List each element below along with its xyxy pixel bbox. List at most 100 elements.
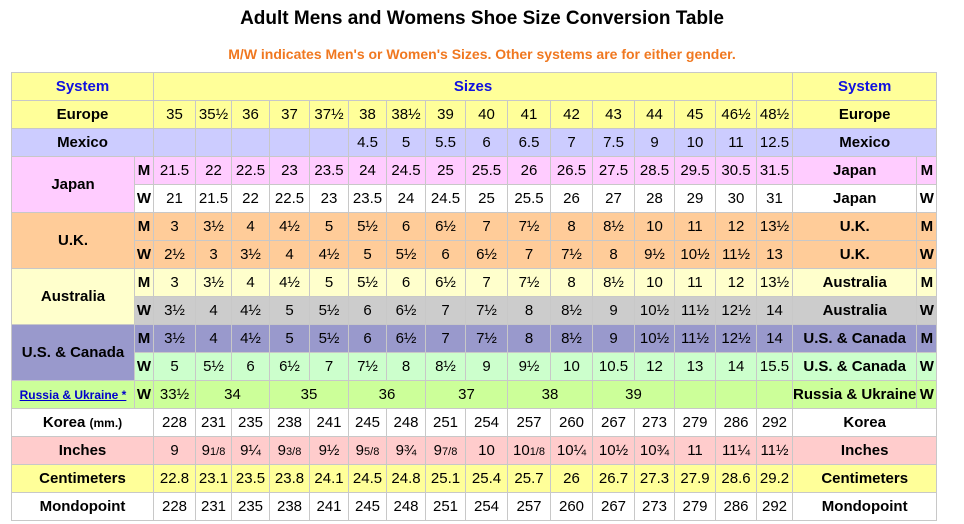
size-cell: 21.5 — [195, 184, 232, 213]
size-cell: 14 — [756, 296, 793, 325]
size-cell: 9 — [592, 324, 635, 353]
row-label-right-mondopoint: Mondopoint — [791, 492, 938, 521]
size-cell: 292 — [756, 492, 793, 521]
size-cell: 9¼ — [231, 436, 270, 465]
size-cell: 267 — [592, 492, 635, 521]
size-cell: 6½ — [386, 296, 426, 325]
size-cell — [309, 128, 349, 157]
size-cell: 30 — [715, 184, 757, 213]
row-label-right-australia: Australia — [791, 296, 918, 325]
row-label-right-australia: Australia — [791, 268, 918, 297]
size-cell: 23.1 — [195, 464, 232, 493]
row-uk-w: W 2½ 3 3½ 4 4½ 5 5½ 6 6½ 7 7½ 8 9½ 10½ 11½ 13 U.K. W — [11, 240, 938, 269]
russia-ukraine-link[interactable]: Russia & Ukraine * — [19, 388, 127, 402]
size-cell: 228 — [153, 492, 196, 521]
gender-marker-left: M — [134, 212, 154, 241]
size-cell: 6 — [465, 128, 508, 157]
size-cell: 14 — [715, 352, 757, 381]
size-cell: 10½ — [634, 324, 675, 353]
size-cell: 23.5 — [231, 464, 270, 493]
row-label-text: Mexico — [57, 134, 108, 151]
size-cell: 13 — [756, 240, 793, 269]
size-cell: 9½ — [507, 352, 551, 381]
size-cell: 3½ — [195, 268, 232, 297]
size-cell: 7½ — [348, 352, 387, 381]
size-cell: 5½ — [386, 240, 426, 269]
row-label-u-k: U.K. — [11, 212, 135, 269]
size-cell: 10¾ — [634, 436, 675, 465]
size-cell: 241 — [309, 492, 349, 521]
row-label-centimeters: Centimeters — [11, 464, 154, 493]
size-cell: 4½ — [269, 212, 310, 241]
row-label-mondopoint: Mondopoint — [11, 492, 154, 521]
row-label-russia-ukraine[interactable]: Russia & Ukraine * — [11, 380, 135, 409]
size-cell: 286 — [715, 408, 757, 437]
row-label-right-u-s-canada: U.S. & Canada — [791, 324, 918, 353]
size-cell: 7 — [425, 296, 466, 325]
size-cell: 5 — [309, 212, 349, 241]
gender-marker-right: W — [916, 380, 938, 409]
size-cell: 7 — [550, 128, 593, 157]
gender-marker-left: W — [134, 184, 154, 213]
size-cell: 30.5 — [715, 156, 757, 185]
size-cell: 12½ — [715, 324, 757, 353]
row-label-right-japan: Japan — [791, 184, 918, 213]
row-australia-w: W 3½ 4 4½ 5 5½ 6 6½ 7 7½ 8 8½ 9 10½ 11½ 12½ 14 Australia W — [11, 296, 938, 325]
row-australia-m: Australia M 3 3½ 4 4½ 5 5½ 6 6½ 7 7½ 8 8½ 10 11 12 13½ Aus… — [11, 268, 938, 325]
size-cell: 248 — [386, 408, 426, 437]
size-cell: 26.7 — [592, 464, 635, 493]
size-cell: 31 — [756, 184, 793, 213]
row-label-europe: Europe — [11, 100, 154, 129]
size-cell: 3½ — [231, 240, 270, 269]
size-cell: 101/8 — [507, 436, 551, 465]
size-cell: 40 — [465, 100, 508, 129]
size-cell: 6 — [386, 268, 426, 297]
size-cell: 7½ — [507, 212, 551, 241]
gender-marker-right: M — [916, 212, 938, 241]
size-cell: 27.5 — [592, 156, 635, 185]
row-label-australia: Australia — [11, 268, 135, 325]
size-cell: 3 — [153, 212, 196, 241]
size-cell: 4 — [195, 324, 232, 353]
size-cell: 6½ — [386, 324, 426, 353]
size-cell: 24.8 — [386, 464, 426, 493]
size-cell: 7 — [465, 268, 508, 297]
size-cell: 6½ — [269, 352, 310, 381]
row-centimeters: Centimeters 22.8 23.1 23.5 23.8 24.1 24.5 24.8 2… — [11, 464, 938, 493]
size-cell: 4.5 — [348, 128, 387, 157]
conversion-table-container: System Sizes System Europe 35 35½ 36 37 37½ 38… — [11, 72, 938, 521]
size-cell: 10¼ — [550, 436, 593, 465]
size-cell: 267 — [592, 408, 635, 437]
size-cell: 25 — [425, 156, 466, 185]
row-label-text: Japan — [51, 176, 95, 193]
size-cell: 39 — [425, 100, 466, 129]
size-cell: 97/8 — [425, 436, 466, 465]
size-cell: 4 — [195, 296, 232, 325]
size-cell: 10 — [634, 212, 675, 241]
size-cell: 29 — [674, 184, 716, 213]
size-cell: 24.5 — [425, 184, 466, 213]
size-cell — [674, 380, 716, 409]
size-cell: 7 — [425, 324, 466, 353]
size-cell: 10 — [634, 268, 675, 297]
size-cell: 9 — [634, 128, 675, 157]
size-cell: 5 — [309, 268, 349, 297]
size-cell — [195, 128, 232, 157]
size-cell: 257 — [507, 408, 551, 437]
size-cell: 279 — [674, 408, 716, 437]
size-cell: 38 — [348, 100, 387, 129]
row-label-text: Europe — [56, 106, 109, 123]
gender-marker-right: W — [916, 296, 938, 325]
size-cell: 235 — [231, 408, 270, 437]
size-cell: 22.8 — [153, 464, 196, 493]
size-cell: 24.1 — [309, 464, 349, 493]
size-cell: 25.7 — [507, 464, 551, 493]
size-cell: 12 — [634, 352, 675, 381]
size-cell: 8½ — [550, 324, 593, 353]
size-cell: 14 — [756, 324, 793, 353]
size-cell: 22.5 — [231, 156, 270, 185]
gender-marker-right: W — [916, 240, 938, 269]
row-label-right-mexico: Mexico — [791, 128, 938, 157]
size-cell: 10 — [550, 352, 593, 381]
size-cell: 43 — [592, 100, 635, 129]
